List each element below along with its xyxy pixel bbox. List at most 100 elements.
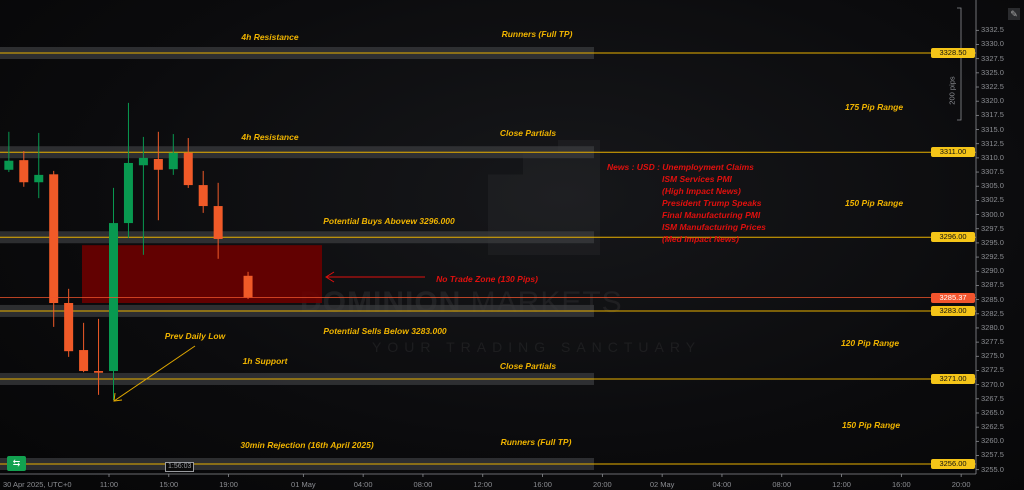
candle-bullish — [168, 152, 178, 170]
time-tick-label: 04:00 — [353, 480, 373, 489]
candle-bullish — [138, 157, 148, 166]
candle-bearish — [243, 275, 253, 298]
price-tick-label: 3302.5 — [981, 195, 1004, 205]
price-tick-label: 3295.0 — [981, 237, 1004, 247]
time-tick-label: 20:00 — [951, 480, 971, 489]
time-tick-label: 08:00 — [772, 480, 792, 489]
arrow-head-icon — [325, 271, 335, 283]
level-price-badge: 3311.00 — [931, 147, 975, 158]
price-tick-label: 3300.0 — [981, 209, 1004, 219]
price-tick-label: 3332.5 — [981, 25, 1004, 35]
news-item: ISM Manufacturing Prices — [662, 222, 766, 232]
label-no-trade-zone: No Trade Zone (130 Pips) — [436, 274, 538, 284]
price-tick-label: 3297.5 — [981, 223, 1004, 233]
candle-bearish — [49, 174, 59, 304]
price-tick-label: 3275.0 — [981, 351, 1004, 361]
label-range-175: 175 Pip Range — [844, 102, 904, 112]
arrow-head-icon — [113, 392, 123, 402]
pips-bracket-label: 200 pips — [947, 76, 957, 105]
news-item: ISM Services PMI — [662, 174, 732, 184]
level-price-badge: 3328.50 — [931, 48, 975, 58]
time-tick-label: 11:00 — [99, 480, 119, 489]
time-tick-label: 01 May — [291, 480, 316, 489]
price-tick-label: 3317.5 — [981, 110, 1004, 120]
label-4h-resistance: 4h Resistance — [241, 132, 299, 142]
calendar-goto-icon: ⇆ — [12, 458, 21, 468]
news-item: (Med Impact News) — [662, 234, 739, 244]
price-tick-label: 3287.5 — [981, 280, 1004, 290]
label-range-120: 120 Pip Range — [840, 338, 900, 348]
price-tick-label: 3272.5 — [981, 365, 1004, 375]
level-price-badge: 3256.00 — [931, 459, 975, 469]
label-range-150-lower: 150 Pip Range — [841, 420, 901, 430]
prev-low-arrow — [113, 345, 196, 402]
label-runners-lower: Runners (Full TP) — [500, 437, 572, 447]
label-30min-rejection: 30min Rejection (16th April 2025) — [240, 440, 374, 450]
time-tick-label: 08:00 — [413, 480, 433, 489]
time-tick-label: 12:00 — [832, 480, 851, 489]
pips-bracket — [957, 7, 962, 121]
price-tick-label: 3292.5 — [981, 252, 1004, 262]
price-tick-label: 3280.0 — [981, 322, 1004, 332]
price-tick-label: 3307.5 — [981, 167, 1004, 177]
candle-bullish — [109, 223, 118, 372]
time-tick-label: 12:00 — [473, 480, 493, 489]
candle-bearish — [198, 185, 208, 207]
edit-button[interactable]: ✎ — [1008, 8, 1020, 20]
candle-bearish — [213, 206, 223, 239]
time-tick-label: 16:00 — [533, 480, 552, 489]
label-prev-daily-low: Prev Daily Low — [164, 331, 226, 341]
price-tick-label: 3267.5 — [981, 393, 1004, 403]
candle-bullish — [34, 174, 44, 183]
label-potential-sells: Potential Sells Below 3283.000 — [323, 326, 447, 336]
price-tick-label: 3330.0 — [981, 39, 1004, 49]
goto-date-button[interactable]: ⇆ — [7, 456, 26, 471]
time-tick-label: 02 May — [649, 480, 675, 489]
candle-bearish — [19, 160, 29, 183]
label-runners-upper: Runners (Full TP) — [501, 29, 573, 39]
edit-icon: ✎ — [1010, 9, 1018, 19]
news-header: News : USD : Unemployment Claims — [607, 162, 754, 172]
price-tick-label: 3262.5 — [981, 422, 1004, 432]
time-tick-label: 16:00 — [891, 480, 911, 489]
candle-bearish — [79, 350, 89, 372]
price-tick-label: 3282.5 — [981, 308, 1004, 318]
candle-bearish — [183, 152, 193, 186]
candle-bearish — [94, 371, 104, 373]
label-close-partials-lower: Close Partials — [499, 361, 557, 371]
label-potential-buys: Potential Buys Abovew 3296.000 — [323, 216, 455, 226]
time-tick-label: 15:00 — [159, 480, 179, 489]
bar-countdown: 1:56:03 — [165, 462, 195, 472]
candle-bullish — [4, 160, 14, 170]
price-tick-label: 3290.0 — [981, 266, 1004, 276]
price-tick-label: 3255.0 — [981, 464, 1004, 474]
label-close-partials-upper: Close Partials — [499, 128, 557, 138]
price-tick-label: 3325.0 — [981, 67, 1004, 77]
time-tick-label: 19:00 — [219, 480, 238, 489]
candle-bullish — [123, 162, 133, 224]
current-price-badge: 3285.37 — [931, 292, 975, 303]
timezone-label: 30 Apr 2025, UTC+0 — [3, 480, 72, 489]
news-item: (High Impact News) — [662, 186, 741, 196]
time-tick-label: 04:00 — [712, 480, 732, 489]
price-tick-label: 3322.5 — [981, 82, 1004, 91]
time-tick-label: 20:00 — [592, 480, 612, 489]
label-1h-support: 1h Support — [242, 356, 288, 366]
candle-bearish — [153, 159, 163, 170]
price-tick-label: 3277.5 — [981, 337, 1004, 347]
price-tick-label: 3312.5 — [981, 138, 1004, 148]
no-trade-zone — [82, 245, 322, 304]
news-item: President Trump Speaks — [662, 198, 762, 208]
watermark-tagline: YOUR TRADING SANCTUARY — [372, 339, 702, 355]
label-4h-resistance-upper: 4h Resistance — [241, 32, 299, 42]
level-price-badge: 3296.00 — [931, 232, 975, 243]
level-price-badge: 3271.00 — [931, 373, 975, 384]
candle-bearish — [64, 303, 74, 352]
label-range-150-upper: 150 Pip Range — [844, 198, 904, 208]
price-tick-label: 3315.0 — [981, 124, 1004, 134]
price-tick-label: 3257.5 — [981, 450, 1004, 460]
level-price-badge: 3283.00 — [931, 305, 975, 316]
price-tick-label: 3285.0 — [981, 294, 1004, 304]
